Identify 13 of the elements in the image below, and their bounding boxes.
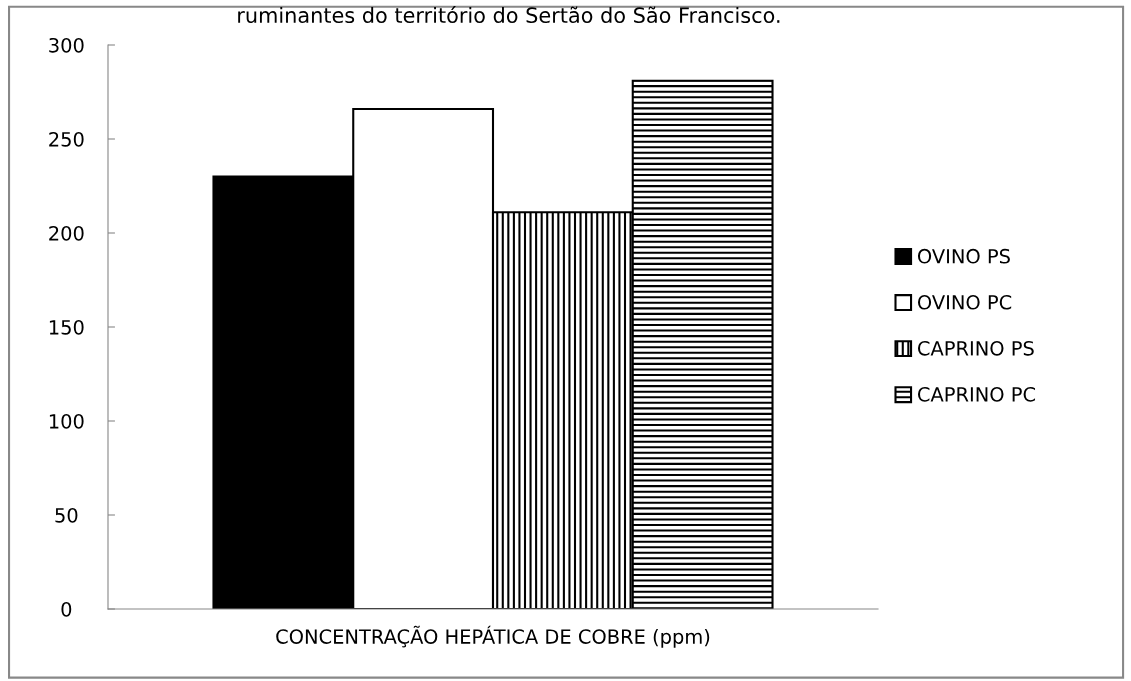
y-tick-label: 300 (49, 37, 84, 53)
legend-label: CAPRINO PS (917, 340, 1034, 356)
chart-title: ruminantes do território do Sertão do São Francisco. (238, 6, 780, 24)
y-tick-label: 0 (61, 601, 72, 617)
y-tick-label: 250 (49, 131, 84, 147)
legend-label: CAPRINO PC (917, 387, 1036, 402)
y-tick-label: 150 (49, 319, 84, 335)
legend-label: OVINO PS (917, 248, 1010, 264)
legend-label: OVINO PC (917, 294, 1012, 310)
y-tick-label: 100 (49, 413, 84, 429)
y-tick-label: 200 (49, 225, 84, 241)
y-tick-label: 50 (55, 507, 78, 523)
x-tick-label: CONCENTRAÇÃO HEPÁTICA DE COBRE (ppm) (276, 625, 710, 648)
